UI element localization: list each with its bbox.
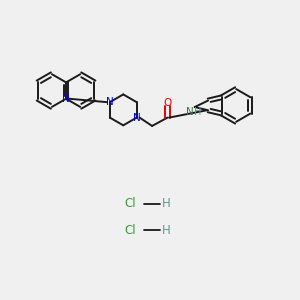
Text: H: H [162, 224, 171, 237]
Text: N: N [133, 112, 140, 123]
Text: O: O [164, 98, 172, 108]
Text: H: H [162, 197, 171, 210]
Text: Cl: Cl [125, 224, 136, 237]
Text: N: N [106, 97, 114, 107]
Text: H: H [194, 107, 201, 117]
Text: Cl: Cl [125, 197, 136, 210]
Text: N: N [62, 94, 70, 104]
Text: N: N [186, 107, 194, 117]
